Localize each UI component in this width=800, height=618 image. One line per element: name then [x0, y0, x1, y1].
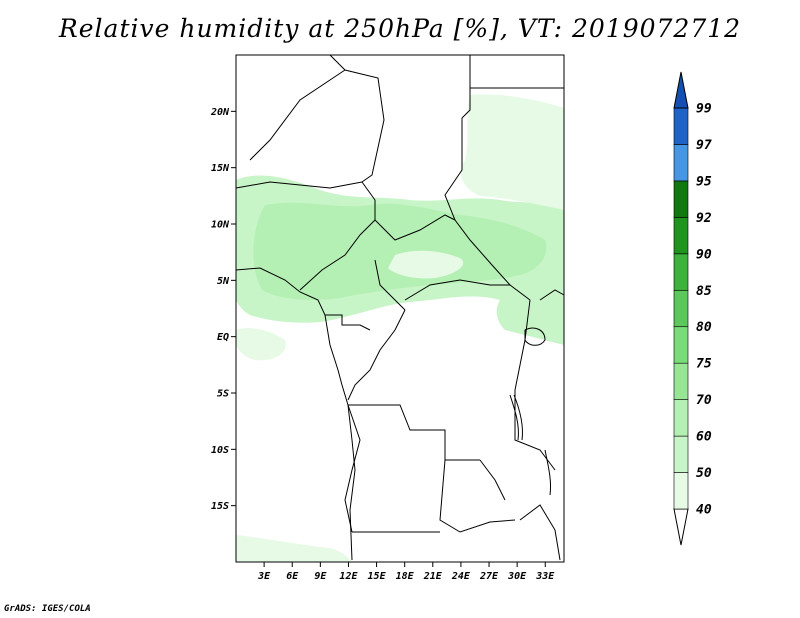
border-niger-libya — [249, 69, 346, 161]
border-ethiopia — [539, 289, 565, 301]
colorbar-segment — [673, 180, 689, 218]
border-chad-car — [374, 214, 456, 241]
border-niger-chad — [329, 54, 385, 183]
colorbar-label: 60 — [696, 430, 712, 445]
colorbar-label: 50 — [696, 466, 712, 481]
lat-tick-label: 15N — [211, 163, 230, 174]
lat-tick-label: 20N — [210, 107, 230, 118]
lon-tick-label: 15E — [368, 571, 387, 582]
coastline-west-africa — [235, 267, 349, 406]
colorbar-label: 90 — [696, 247, 712, 262]
colorbar-segment — [673, 472, 689, 510]
colorbar-segment — [673, 253, 689, 291]
colorbar-label: 92 — [696, 211, 712, 226]
border-libya-egypt — [461, 55, 471, 119]
lake-tanganyika — [509, 394, 523, 441]
border-drc-angola — [348, 404, 480, 461]
colorbar-label: 70 — [696, 393, 712, 408]
lon-tick-label: 21E — [423, 571, 443, 582]
lon-tick-label: 12E — [339, 571, 358, 582]
humidity-core-inner — [388, 250, 464, 279]
colorbar-label: 95 — [696, 174, 712, 189]
longitude-axis: 3E 6E 9E 12E 15E 18E 21E 24E 27E 30E 33E — [257, 562, 555, 582]
grads-credit: GrADS: IGES/COLA — [4, 604, 91, 614]
colorbar-label: 75 — [696, 357, 712, 372]
lake-victoria — [524, 327, 546, 346]
humidity-patch-east — [496, 297, 564, 345]
colorbar-segment — [673, 326, 689, 364]
colorbar-upper-extension — [673, 71, 689, 109]
colorbar-label: 40 — [696, 503, 712, 518]
border-drc-congo — [347, 309, 406, 401]
colorbar-lower-extension — [673, 508, 689, 546]
lake-malawi — [544, 449, 551, 496]
country-borders — [235, 54, 565, 561]
chart-title: Relative humidity at 250hPa [%], VT: 201… — [58, 14, 742, 43]
colorbar-label: 99 — [696, 102, 712, 117]
lat-tick-label: 10N — [211, 220, 230, 231]
colorbar-segment — [673, 435, 689, 473]
lat-tick-label: 15S — [211, 501, 229, 512]
map-frame — [235, 54, 565, 563]
lon-tick-label: 33E — [535, 571, 555, 582]
lat-tick-label: 5S — [217, 389, 229, 400]
lon-tick-label: 6E — [286, 571, 299, 582]
colorbar-segment — [673, 144, 689, 182]
border-angola-zambia — [439, 459, 516, 533]
coastline-southwest — [347, 404, 356, 561]
border-angola-south — [344, 404, 361, 533]
colorbar-segment — [673, 217, 689, 255]
colorbar-label: 97 — [696, 138, 712, 153]
humidity-core-central — [253, 202, 547, 300]
border-gabon — [325, 314, 371, 331]
colorbar-label: 85 — [696, 284, 712, 299]
humidity-band-northeast — [460, 94, 564, 210]
lon-tick-label: 24E — [451, 571, 471, 582]
lat-tick-label: 5N — [217, 276, 230, 287]
lat-tick-label: 10S — [211, 445, 229, 456]
colorbar-label: 80 — [696, 320, 712, 335]
colorbar-segment — [673, 362, 689, 400]
border-cameroon-car — [374, 259, 406, 311]
lon-tick-label: 27E — [479, 571, 499, 582]
colorbar-segment — [673, 289, 689, 328]
lat-tick-label: EQ — [217, 332, 229, 343]
border-nigeria-niger — [235, 181, 363, 189]
humidity-patch-west — [236, 328, 286, 361]
lon-tick-label: 3E — [257, 571, 271, 582]
latitude-axis: 20N 15N 10N 5N EQ 5S 10S 15S — [210, 107, 236, 512]
lon-tick-label: 18E — [396, 571, 415, 582]
colorbar-segment — [673, 107, 689, 145]
border-nigeria-cameroon — [299, 181, 376, 291]
border-car-drc — [404, 279, 531, 301]
border-mozambique — [519, 504, 561, 561]
lon-tick-label: 30E — [507, 571, 527, 582]
colorbar: 40 50 60 70 75 80 85 90 92 95 97 99 — [673, 71, 712, 546]
humidity-patch-southwest — [236, 535, 352, 562]
border-drc-east — [479, 459, 506, 501]
colorbar-segment — [673, 399, 689, 437]
humidity-shading — [236, 94, 564, 562]
border-east-africa — [514, 299, 556, 471]
lon-tick-label: 9E — [314, 571, 327, 582]
